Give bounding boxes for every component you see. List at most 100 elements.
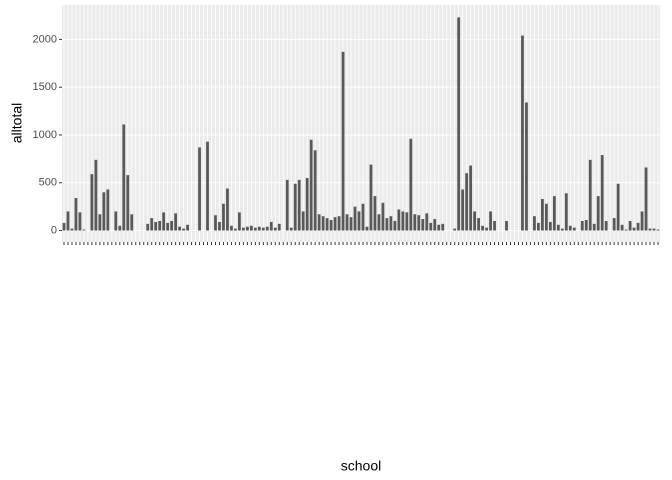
bar [457,17,461,231]
bar [417,215,421,231]
bar [560,228,564,231]
bar [62,222,66,231]
bar [616,183,620,231]
bar [584,220,588,231]
y-tick-label: 2000 [33,33,57,45]
bar [588,159,592,231]
bar [285,179,289,231]
bar [146,223,150,231]
bar [130,214,134,231]
bar [265,226,269,231]
bar [226,188,229,231]
bar [186,224,189,231]
bar [401,211,405,231]
bar [337,216,341,231]
x-axis-label: school [341,458,381,474]
bar [341,51,345,231]
bar [505,220,508,231]
bar [413,214,417,231]
bar [182,228,185,231]
bar [261,227,265,231]
bar [461,189,465,231]
bar [309,139,313,231]
bar [317,214,321,231]
y-tick-label: 1000 [33,129,57,141]
bar [206,141,209,231]
bar [249,225,253,231]
bar [253,227,257,231]
bar [604,220,608,231]
bar [349,217,353,231]
bar [429,222,433,231]
bar [636,222,640,231]
bar [369,164,373,231]
bar [301,211,305,231]
bar [421,219,425,231]
bar [293,183,297,231]
bar [600,155,604,231]
bar [158,220,162,231]
bar [465,173,469,231]
y-tick-label: 0 [51,224,57,236]
bar [222,203,225,231]
bar [90,174,94,231]
bar [365,226,369,231]
bar [66,211,70,231]
bar [102,192,106,231]
bar [393,220,397,231]
bar [473,211,477,231]
bar [596,196,600,231]
bar [544,203,548,231]
bar [234,228,237,231]
bar [154,221,158,231]
bar [333,217,337,231]
bar [564,193,568,231]
bar [245,226,249,231]
bar [305,177,309,231]
bar [592,223,596,231]
bar [114,211,118,231]
bar [453,228,457,231]
bar [540,198,544,231]
bar [273,227,277,231]
bar [218,221,221,231]
bar [481,225,484,231]
bar [433,219,437,231]
bar [632,227,636,231]
bar [122,124,126,231]
bar [198,147,201,231]
bar [556,224,560,231]
bar [214,215,217,231]
bar [353,206,357,231]
bar [385,218,389,231]
bar [170,220,174,231]
bar [469,165,473,231]
bar [620,224,624,231]
bar [238,212,241,231]
bar [441,223,445,231]
bar [166,222,170,231]
bar [106,189,110,231]
bar [537,222,540,231]
bar [525,102,528,231]
bar [82,229,86,231]
bar [325,218,329,231]
panel [62,5,660,242]
bar [489,211,492,231]
bar [612,218,616,231]
bar [628,220,632,231]
bar [648,228,652,231]
bar [162,212,166,231]
bar [552,196,556,231]
bar [174,213,178,231]
bar [230,225,233,231]
bar [178,226,182,231]
bar [94,159,98,231]
bar [361,203,365,231]
bar [297,179,301,231]
bar [74,198,78,231]
bar [405,212,409,231]
bar [572,227,576,231]
bar [70,228,74,231]
